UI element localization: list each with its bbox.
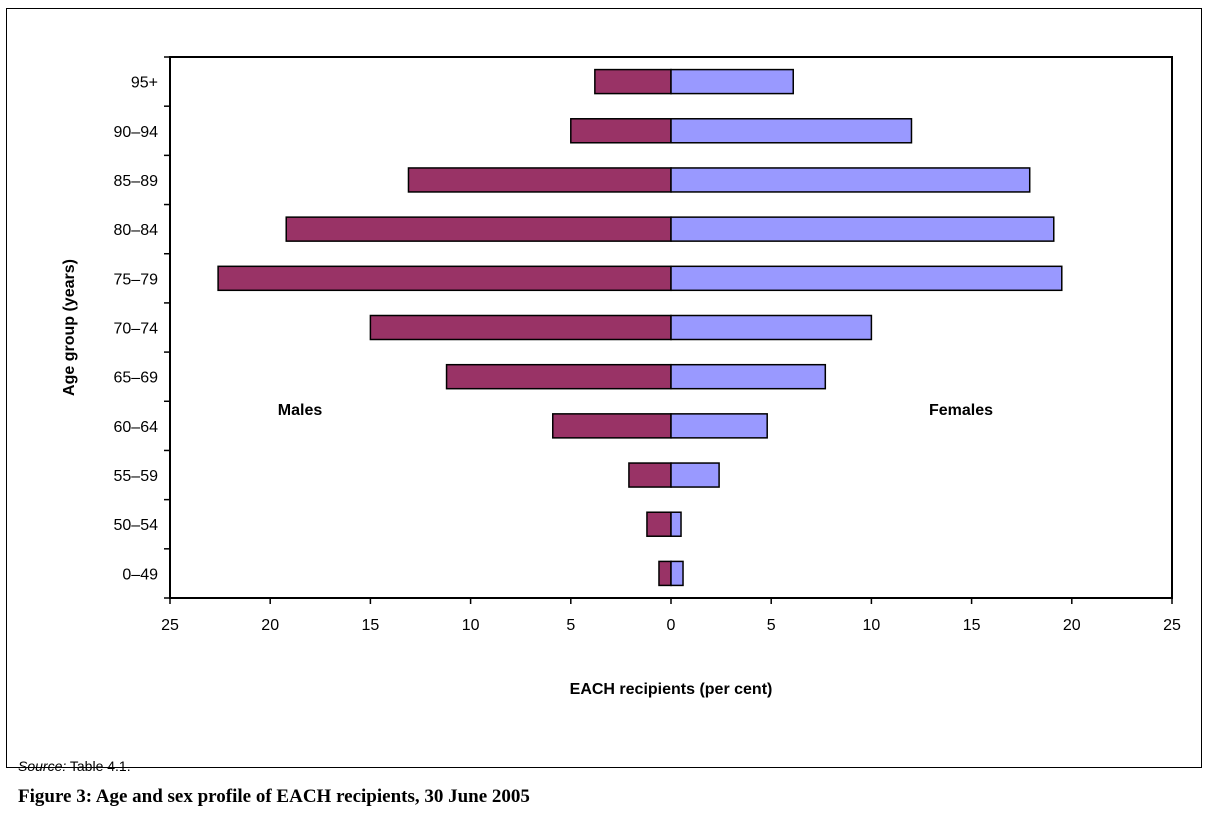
series-label-females: Females xyxy=(929,402,993,419)
bar-females-0–49 xyxy=(670,560,684,587)
bar-males-80–84 xyxy=(285,216,672,242)
figure-caption: Figure 3: Age and sex profile of EACH re… xyxy=(18,786,530,807)
bar-females-90–94 xyxy=(670,118,913,144)
bar-males-85–89 xyxy=(407,167,672,193)
bar-males-0–49 xyxy=(658,560,672,587)
bar-males-70–74 xyxy=(369,314,672,341)
source-note: Source: Table 4.1. xyxy=(18,758,131,774)
x-tick-label: 20 xyxy=(261,617,279,634)
x-axis-title: EACH recipients (per cent) xyxy=(570,681,773,698)
bar-females-50–54 xyxy=(670,511,682,537)
x-tick-label: 10 xyxy=(462,617,480,634)
y-tick-label: 85–89 xyxy=(114,173,159,190)
bar-males-60–64 xyxy=(552,413,672,439)
bar-males-55–59 xyxy=(628,462,672,488)
x-tick-label: 15 xyxy=(963,617,981,634)
series-label-males: Males xyxy=(278,402,323,419)
source-text: Table 4.1. xyxy=(66,758,131,774)
x-tick-label: 5 xyxy=(767,617,776,634)
y-tick-label: 75–79 xyxy=(114,271,159,288)
bar-females-55–59 xyxy=(670,462,720,488)
bar-females-65–69 xyxy=(670,363,827,390)
bar-males-75–79 xyxy=(217,265,672,292)
x-tick-label: 0 xyxy=(667,617,676,634)
bar-females-70–74 xyxy=(670,314,873,341)
bar-females-95+ xyxy=(670,68,794,95)
y-tick-label: 60–64 xyxy=(114,419,159,436)
bar-males-95+ xyxy=(594,68,672,95)
bar-females-80–84 xyxy=(670,216,1055,242)
y-tick-label: 70–74 xyxy=(114,321,159,338)
x-tick-label: 25 xyxy=(161,617,179,634)
bar-females-60–64 xyxy=(670,413,768,439)
x-tick-label: 15 xyxy=(362,617,380,634)
y-tick-label: 55–59 xyxy=(114,468,159,485)
y-tick-label: 0–49 xyxy=(122,566,158,583)
x-tick-label: 5 xyxy=(566,617,575,634)
source-label: Source: xyxy=(18,758,67,774)
y-axis-title: Age group (years) xyxy=(61,259,78,396)
bar-females-85–89 xyxy=(670,167,1031,193)
x-tick-label: 20 xyxy=(1063,617,1081,634)
x-tick-label: 10 xyxy=(863,617,881,634)
bar-males-65–69 xyxy=(445,363,672,390)
y-tick-label: 95+ xyxy=(131,75,158,92)
y-tick-label: 80–84 xyxy=(114,222,159,239)
y-tick-label: 65–69 xyxy=(114,370,159,387)
y-tick-label: 50–54 xyxy=(114,517,159,534)
bar-females-75–79 xyxy=(670,265,1063,292)
x-tick-label: 25 xyxy=(1163,617,1181,634)
figure-frame xyxy=(6,8,1202,768)
bar-males-90–94 xyxy=(570,118,672,144)
y-tick-label: 90–94 xyxy=(114,124,159,141)
bar-males-50–54 xyxy=(646,511,672,537)
